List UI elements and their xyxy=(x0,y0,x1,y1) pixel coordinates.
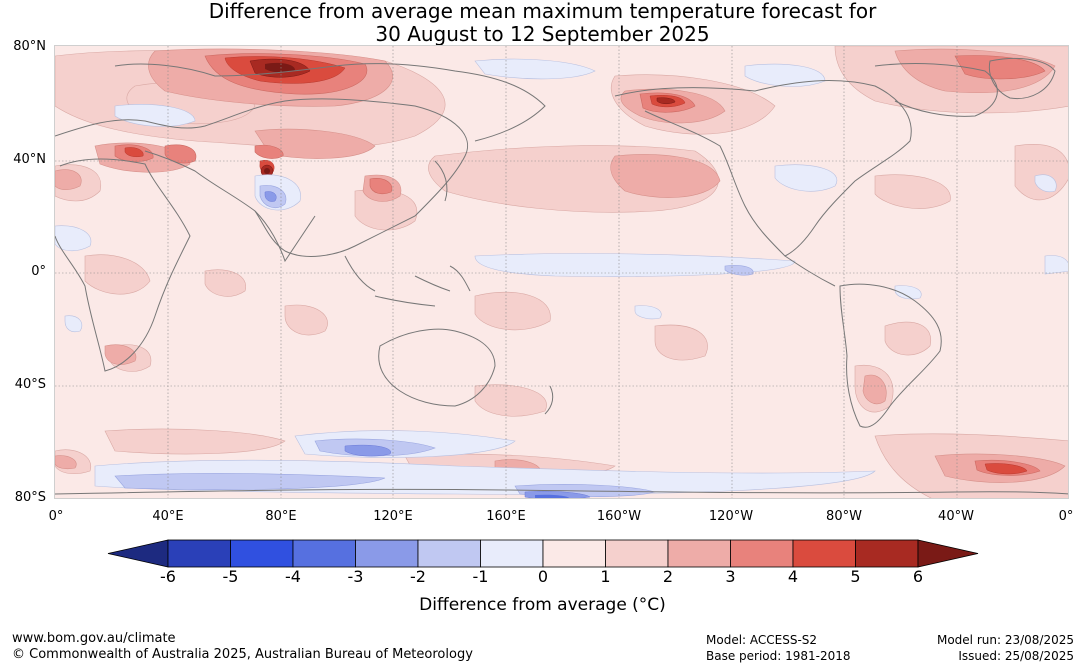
colorbar-tick: 3 xyxy=(725,567,736,586)
colorbar-cell xyxy=(605,539,669,568)
lon-label-0-right: 0° xyxy=(1058,509,1074,524)
lon-label-120e: 120°E xyxy=(373,509,413,524)
lon-label-160e: 160°E xyxy=(486,509,526,524)
colorbar-tick: 6 xyxy=(912,567,924,586)
footer-website: www.bom.gov.au/climate xyxy=(12,631,176,646)
colorbar-cell xyxy=(730,539,794,568)
colorbar-tick: -3 xyxy=(347,567,364,586)
colorbar-extend-high xyxy=(917,539,979,568)
colorbar-cell xyxy=(480,539,544,568)
chart-title: Difference from average mean maximum tem… xyxy=(0,0,1085,46)
colorbar-tick: -4 xyxy=(285,567,301,586)
colorbar-cell xyxy=(667,539,731,568)
colorbar-cell xyxy=(417,539,481,568)
forecast-map xyxy=(54,45,1069,499)
colorbar-cell xyxy=(167,539,231,568)
footer-copyright: © Commonwealth of Australia 2025, Austra… xyxy=(12,647,473,662)
footer-model-run: Model run: 23/08/2025 xyxy=(936,633,1074,647)
colorbar-tick: 5 xyxy=(850,567,861,586)
lon-label-0-left: 0° xyxy=(48,509,64,524)
title-line-2: 30 August to 12 September 2025 xyxy=(375,22,710,46)
lat-label-equator: 0° xyxy=(31,264,46,279)
lon-label-40e: 40°E xyxy=(152,509,184,524)
colorbar-cell xyxy=(855,539,919,568)
title-line-1: Difference from average mean maximum tem… xyxy=(208,0,877,23)
colorbar-cell xyxy=(230,539,294,568)
footer-issued: Issued: 25/08/2025 xyxy=(958,649,1074,663)
colorbar-extend-low xyxy=(107,539,169,568)
colorbar-tick: -6 xyxy=(160,567,176,586)
lon-label-160w: 160°W xyxy=(596,509,642,524)
colorbar-tick: -2 xyxy=(410,567,426,586)
footer-base-period: Base period: 1981-2018 xyxy=(706,649,851,663)
lat-label-40n: 40°N xyxy=(13,152,46,167)
colorbar-tick: 2 xyxy=(662,567,674,586)
colorbar-tick: 0 xyxy=(537,567,549,586)
footer-model: Model: ACCESS-S2 xyxy=(706,633,818,647)
colorbar-tick: 4 xyxy=(787,567,799,586)
lon-label-120w: 120°W xyxy=(708,509,754,524)
map-anomaly-shading xyxy=(55,46,1068,498)
lat-label-80s: 80°S xyxy=(14,490,46,505)
colorbar-cell xyxy=(355,539,419,568)
lon-label-80w: 80°W xyxy=(826,509,862,524)
colorbar-label: Difference from average (°C) xyxy=(419,595,666,615)
colorbar-tick: -1 xyxy=(472,567,489,586)
colorbar-cell xyxy=(542,539,606,568)
lat-label-80n: 80°N xyxy=(13,39,46,54)
colorbar-tick: 1 xyxy=(600,567,611,586)
lon-label-80e: 80°E xyxy=(265,509,297,524)
lon-label-40w: 40°W xyxy=(938,509,974,524)
colorbar-cell xyxy=(792,539,856,568)
colorbar-tick: -5 xyxy=(222,567,239,586)
lat-label-40s: 40°S xyxy=(14,377,46,392)
colorbar-cell xyxy=(292,539,356,568)
